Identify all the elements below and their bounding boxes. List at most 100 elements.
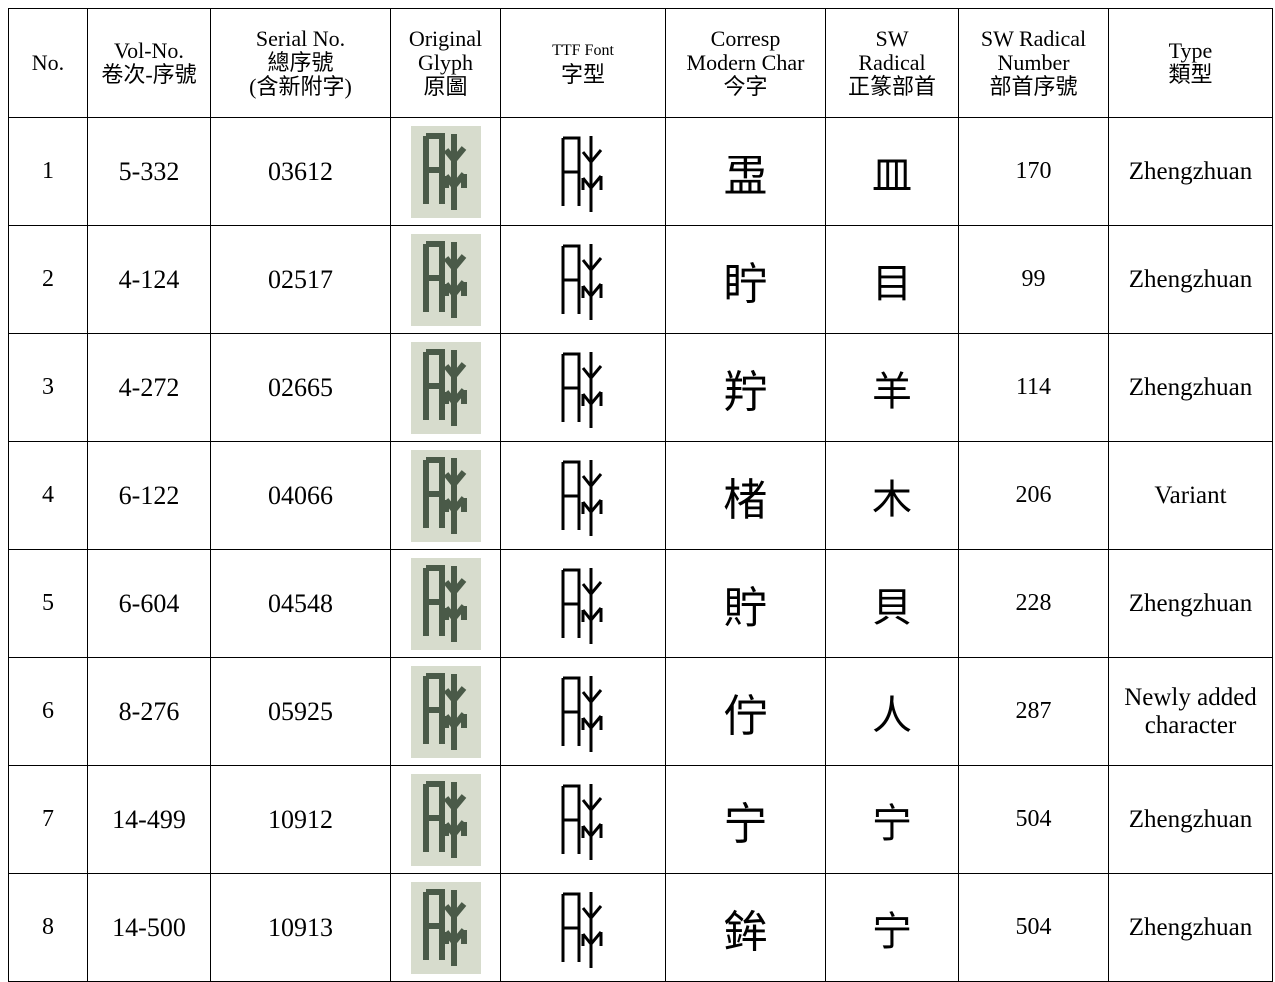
header-cell: TTF Font 字型 bbox=[500, 8, 666, 118]
vol-number: 4-272 bbox=[87, 333, 211, 442]
table-row: 3 4-272 02665 羜羊 114 Zhengzhuan bbox=[8, 333, 1273, 442]
glyph-type: Zhengzhuan bbox=[1108, 225, 1273, 334]
header-text: 字型 bbox=[560, 62, 605, 87]
original-glyph-cell bbox=[390, 765, 501, 874]
vol-number: 6-122 bbox=[87, 441, 211, 550]
glyph-table: No. Vol-No. 卷次-序號 Serial No. 總序號 (含新附字) Origin… bbox=[8, 8, 1273, 982]
header-text: 卷次-序號 bbox=[101, 62, 197, 87]
sw-radical: 人 bbox=[825, 657, 959, 766]
modern-char: 羜 bbox=[665, 333, 826, 442]
seal-glyph bbox=[561, 891, 603, 968]
table-row: 6 8-276 05925 佇人 287 Newly added character bbox=[8, 657, 1273, 766]
seal-glyph bbox=[561, 459, 603, 536]
table-row: 4 6-122 04066 楮木 206 Variant bbox=[8, 441, 1273, 550]
seal-glyph bbox=[422, 564, 467, 642]
ttf-glyph-cell bbox=[500, 117, 666, 226]
table-row: 8 14-500 10913 鉾宁 504 Zhengzhuan bbox=[8, 873, 1273, 982]
ttf-glyph-cell bbox=[500, 441, 666, 550]
original-glyph-cell bbox=[390, 117, 501, 226]
seal-glyph bbox=[561, 675, 603, 752]
sw-radical: 宁 bbox=[825, 873, 959, 982]
row-number: 5 bbox=[8, 549, 88, 658]
table-body: 1 5-332 03612 盄皿 170 Zhengzhuan 2 4-124 02517 眝目 9… bbox=[8, 117, 1273, 982]
seal-glyph bbox=[422, 240, 467, 318]
header-text: 正篆部首 bbox=[847, 74, 936, 99]
modern-char: 鉾 bbox=[665, 873, 826, 982]
row-number: 3 bbox=[8, 333, 88, 442]
seal-glyph bbox=[422, 888, 467, 966]
serial-number: 04066 bbox=[210, 441, 391, 550]
header-text: 類型 bbox=[1168, 62, 1213, 87]
vol-number: 6-604 bbox=[87, 549, 211, 658]
row-number: 1 bbox=[8, 117, 88, 226]
header-text: TTF Font bbox=[552, 42, 614, 59]
header-cell: SW Radical Number 部首序號 bbox=[958, 8, 1109, 118]
glyph-type: Zhengzhuan bbox=[1108, 333, 1273, 442]
seal-glyph bbox=[422, 132, 467, 210]
original-glyph-image bbox=[410, 449, 481, 542]
sw-radical: 貝 bbox=[825, 549, 959, 658]
header-text: Radical bbox=[858, 50, 926, 75]
header-text: Original bbox=[408, 26, 483, 51]
glyph-type: Zhengzhuan bbox=[1108, 549, 1273, 658]
seal-glyph bbox=[561, 243, 603, 320]
glyph-type: Newly added character bbox=[1108, 657, 1273, 766]
header-text: SW bbox=[875, 26, 909, 51]
original-glyph-image bbox=[410, 341, 481, 434]
original-glyph-image bbox=[410, 773, 481, 866]
modern-char: 楮 bbox=[665, 441, 826, 550]
original-glyph-image bbox=[410, 557, 481, 650]
radical-number: 99 bbox=[958, 225, 1109, 334]
ttf-glyph-cell bbox=[500, 333, 666, 442]
header-row: No. Vol-No. 卷次-序號 Serial No. 總序號 (含新附字) Origin… bbox=[8, 8, 1273, 118]
serial-number: 04548 bbox=[210, 549, 391, 658]
ttf-glyph-cell bbox=[500, 657, 666, 766]
vol-number: 14-500 bbox=[87, 873, 211, 982]
original-glyph-image bbox=[410, 665, 481, 758]
vol-number: 5-332 bbox=[87, 117, 211, 226]
row-number: 7 bbox=[8, 765, 88, 874]
seal-glyph bbox=[561, 783, 603, 860]
radical-number: 287 bbox=[958, 657, 1109, 766]
sw-radical: 目 bbox=[825, 225, 959, 334]
original-glyph-cell bbox=[390, 873, 501, 982]
radical-number: 206 bbox=[958, 441, 1109, 550]
seal-glyph bbox=[561, 135, 603, 212]
radical-number: 504 bbox=[958, 765, 1109, 874]
header-cell: SW Radical 正篆部首 bbox=[825, 8, 959, 118]
seal-glyph bbox=[561, 351, 603, 428]
header-text: Number bbox=[997, 50, 1070, 75]
original-glyph-cell bbox=[390, 549, 501, 658]
ttf-glyph-cell bbox=[500, 765, 666, 874]
sw-radical: 宁 bbox=[825, 765, 959, 874]
header-text: Modern Char bbox=[686, 50, 805, 75]
header-text: Serial No. bbox=[255, 26, 346, 51]
original-glyph-cell bbox=[390, 657, 501, 766]
ttf-glyph-cell bbox=[500, 873, 666, 982]
original-glyph-image bbox=[410, 233, 481, 326]
row-number: 2 bbox=[8, 225, 88, 334]
radical-number: 228 bbox=[958, 549, 1109, 658]
seal-glyph bbox=[422, 348, 467, 426]
modern-char: 貯 bbox=[665, 549, 826, 658]
ttf-glyph-cell bbox=[500, 549, 666, 658]
original-glyph-cell bbox=[390, 441, 501, 550]
header-text: (含新附字) bbox=[249, 74, 352, 99]
modern-char: 佇 bbox=[665, 657, 826, 766]
radical-number: 114 bbox=[958, 333, 1109, 442]
ttf-glyph-cell bbox=[500, 225, 666, 334]
table-row: 1 5-332 03612 盄皿 170 Zhengzhuan bbox=[8, 117, 1273, 226]
header-text: Type bbox=[1168, 38, 1213, 63]
vol-number: 8-276 bbox=[87, 657, 211, 766]
glyph-type: Variant bbox=[1108, 441, 1273, 550]
seal-glyph bbox=[422, 456, 467, 534]
modern-char: 宁 bbox=[665, 765, 826, 874]
header-cell: No. bbox=[8, 8, 88, 118]
original-glyph-image bbox=[410, 125, 481, 218]
header-cell: Vol-No. 卷次-序號 bbox=[87, 8, 211, 118]
header-text: 部首序號 bbox=[989, 74, 1078, 99]
vol-number: 4-124 bbox=[87, 225, 211, 334]
row-number: 8 bbox=[8, 873, 88, 982]
sw-radical: 羊 bbox=[825, 333, 959, 442]
